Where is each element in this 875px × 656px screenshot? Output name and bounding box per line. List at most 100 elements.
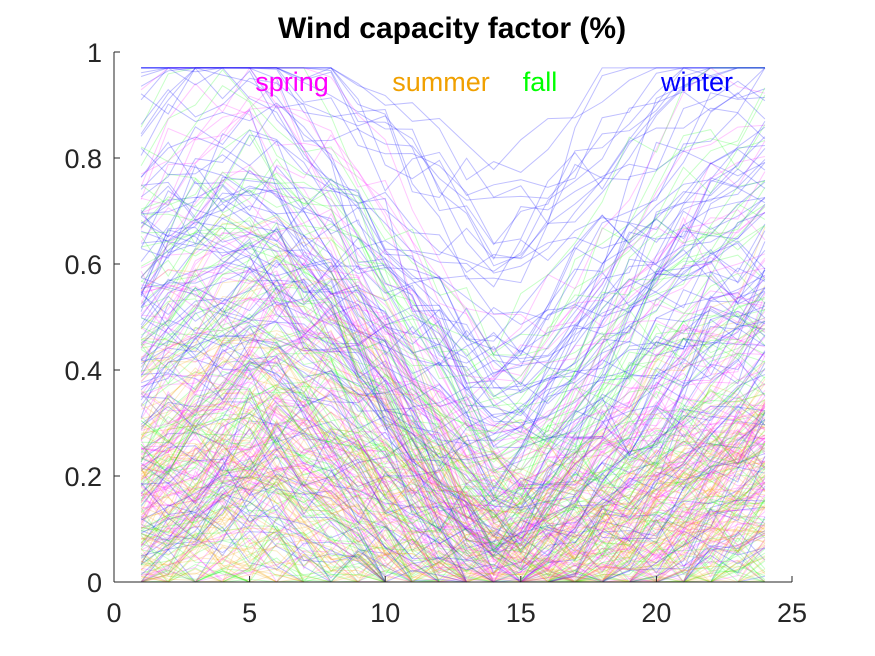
series-line-winter [140,321,765,457]
series-line-summer [141,526,766,583]
series-line-spring [140,454,766,545]
x-tick-label: 15 [506,598,536,628]
series-line-winter [140,159,766,508]
series-line-spring [140,484,765,583]
legend-label-spring: spring [255,67,329,97]
series-line-spring [140,67,766,377]
series-line-fall [140,360,766,581]
series-line-summer [140,469,766,583]
series-line-summer [140,469,766,583]
series-line-fall [140,381,766,501]
series-line-summer [140,416,766,546]
series-line-winter [140,185,766,360]
series-line-summer [140,305,766,529]
series-line-spring [140,426,766,563]
series-line-fall [140,173,766,386]
series-line-spring [140,436,766,583]
series-line-spring [140,305,765,581]
series-line-fall [140,369,766,502]
series-line-winter [140,334,766,486]
series-line-fall [140,474,765,576]
series-line-winter [141,67,765,259]
series-line-summer [140,502,765,583]
series-line-summer [140,391,766,525]
series-line-spring [141,377,766,542]
series-line-summer [140,423,766,537]
series-line-spring [140,400,766,520]
series-line-spring [140,272,766,548]
series-line-spring [140,406,766,583]
series-line-winter [140,217,766,558]
series-line-spring [140,299,766,495]
series-line-winter [140,164,765,363]
series-line-fall [140,381,766,538]
series-line-winter [140,261,766,407]
series-line-winter [140,245,766,345]
series-line-spring [140,314,765,564]
series-line-spring [140,296,766,444]
series-line-fall [141,397,766,552]
series-line-winter [140,67,766,267]
series-line-winter [141,278,766,468]
series-line-winter [140,412,766,550]
series-line-summer [140,384,766,576]
series-line-fall [140,287,766,463]
series-line-winter [140,148,766,386]
series-line-winter [140,67,765,246]
series-line-spring [140,315,766,538]
series-line-spring [140,287,766,574]
series-line-spring [141,401,766,583]
series-line-fall [140,213,766,474]
series-line-summer [140,399,766,549]
x-tick-label: 25 [777,598,807,628]
series-line-winter [140,351,766,583]
series-line-spring [140,302,766,529]
series-line-fall [140,341,766,504]
plot-lines [140,67,766,584]
y-tick-label: 0 [87,568,102,598]
series-line-fall [140,67,766,356]
series-line-winter [140,134,766,273]
series-line-fall [140,433,766,583]
series-line-fall [140,243,766,492]
series-line-spring [140,313,766,580]
axis-ticks: 0 5 10 15 20 25 0 0.2 0.4 0.6 0.8 1 [64,38,807,628]
series-line-spring [141,263,766,583]
series-line-spring [141,400,766,583]
series-line-summer [140,424,765,582]
legend-label-winter: winter [660,67,733,97]
series-line-summer [141,337,766,569]
series-line-winter [141,67,765,244]
y-tick-label: 0.4 [64,356,102,386]
series-line-spring [140,411,766,571]
series-line-spring [140,262,766,490]
series-line-fall [140,221,766,445]
series-line-fall [140,240,766,525]
series-line-fall [140,481,765,583]
series-line-summer [140,241,766,506]
series-line-fall [140,476,766,583]
series-line-winter [140,226,766,424]
series-line-fall [140,430,766,576]
series-line-summer [140,388,766,583]
series-line-fall [141,322,766,580]
series-line-spring [140,506,766,583]
series-line-fall [140,386,765,497]
series-line-fall [140,225,766,421]
series-line-summer [140,216,766,491]
x-tick-label: 20 [641,598,671,628]
series-line-spring [140,103,766,522]
series-line-fall [140,477,766,574]
series-line-spring [140,255,766,475]
series-line-spring [140,408,766,553]
series-line-spring [141,389,766,583]
series-line-winter [140,313,766,547]
series-line-summer [140,420,766,583]
series-line-summer [140,460,766,583]
series-line-spring [140,355,766,554]
series-line-spring [140,374,766,583]
y-tick-label: 0.8 [64,144,102,174]
series-line-winter [141,67,765,171]
series-line-winter [140,269,766,540]
series-line-winter [141,67,765,225]
